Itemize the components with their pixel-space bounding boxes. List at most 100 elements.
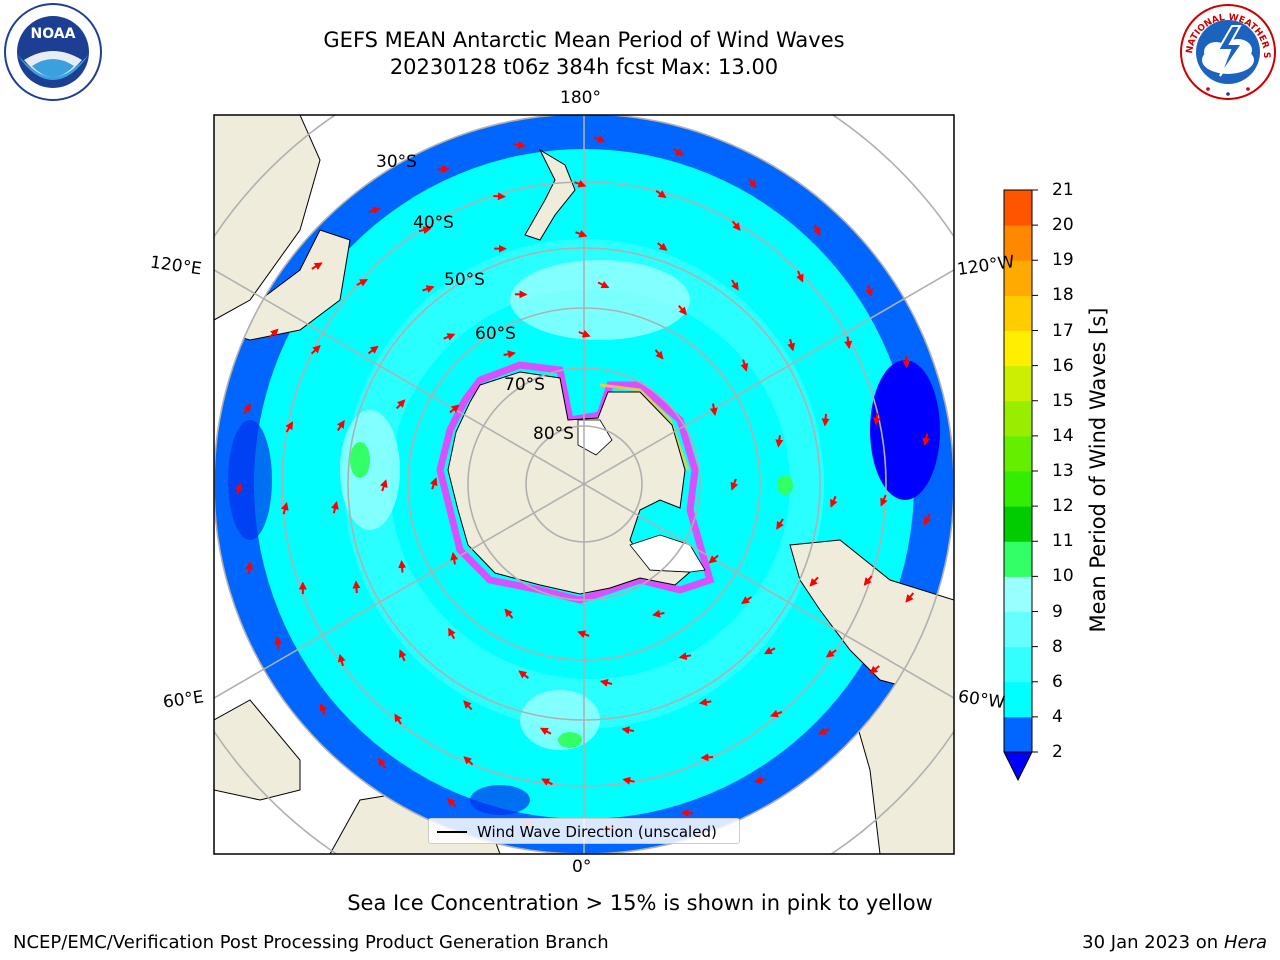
wind-wave-arrow <box>437 165 450 174</box>
wind-wave-arrow <box>678 652 692 661</box>
lat-label-50s: 50°S <box>444 270 485 290</box>
wind-wave-arrow <box>234 482 243 495</box>
wind-wave-arrow <box>310 344 321 355</box>
wind-wave-arrow <box>825 649 837 658</box>
wind-wave-arrow <box>493 192 506 201</box>
colorbar-tick-label: 2 <box>1052 742 1063 762</box>
legend-label: Wind Wave Direction (unscaled) <box>477 823 717 841</box>
wind-wave-arrow <box>731 279 739 291</box>
wind-wave-arrow <box>575 229 588 238</box>
colorbar-tick-label: 20 <box>1052 215 1074 236</box>
wind-wave-arrow <box>775 434 784 448</box>
wind-wave-arrow <box>708 554 719 564</box>
map-frame <box>213 114 955 855</box>
wind-wave-arrow <box>577 630 590 639</box>
wind-wave-arrow <box>280 502 289 515</box>
wind-wave-arrow <box>923 513 932 526</box>
figure-title-line-1: GEFS MEAN Antarctic Mean Period of Wind … <box>323 28 845 52</box>
wind-wave-arrow <box>574 179 587 188</box>
wind-wave-arrow <box>443 333 456 341</box>
footer-machine: Hera <box>1223 932 1267 953</box>
legend-line-swatch <box>437 831 467 833</box>
lat-label-70s: 70°S <box>504 375 545 395</box>
colorbar-segment <box>1004 471 1032 507</box>
colorbar-segment <box>1004 681 1032 718</box>
wind-wave-arrow <box>657 242 668 251</box>
wind-wave-arrow <box>578 329 591 338</box>
wind-wave-arrow <box>311 262 323 270</box>
wind-wave-arrow <box>268 328 279 339</box>
wind-wave-arrow <box>654 349 664 360</box>
wind-wave-arrow <box>503 350 516 359</box>
wind-wave-arrow <box>285 421 294 433</box>
wind-wave-arrow <box>395 399 406 410</box>
colorbar-tick-label: 10 <box>1052 566 1074 587</box>
colorbar-segment <box>1004 295 1032 331</box>
wind-wave-arrow <box>844 336 853 350</box>
wind-wave-arrow <box>336 419 345 432</box>
wind-wave-arrow <box>652 609 665 618</box>
wind-wave-arrow <box>680 809 694 818</box>
wind-wave-arrow <box>418 226 432 235</box>
wind-wave-arrow <box>593 135 606 143</box>
wind-wave-arrow <box>331 501 339 514</box>
wind-wave-arrow <box>821 413 830 427</box>
graticule <box>214 115 954 854</box>
wind-wave-arrow <box>367 345 379 355</box>
wind-wave-arrow <box>518 670 530 679</box>
wind-wave-arrow <box>796 270 804 283</box>
colorbar-tick-label: 8 <box>1052 636 1063 657</box>
colorbar-tick-label: 4 <box>1052 706 1063 727</box>
wind-wave-arrow <box>398 560 407 573</box>
wind-wave-arrow <box>621 726 635 735</box>
wind-wave-arrow <box>787 338 796 352</box>
noaa-logo-text: NOAA <box>31 26 76 42</box>
colorbar-tick-label: 19 <box>1052 250 1074 271</box>
colorbar-tick-label: 14 <box>1052 425 1074 446</box>
wind-wave-arrow <box>337 653 346 667</box>
colorbar-segment <box>1004 611 1032 648</box>
footer-date-text: 30 Jan 2023 on <box>1082 932 1224 953</box>
wind-wave-arrow <box>731 220 741 231</box>
wind-wave-arrow <box>622 776 635 785</box>
colorbar-tick-label: 18 <box>1052 285 1074 306</box>
map-legend: Wind Wave Direction (unscaled) <box>428 818 740 844</box>
wind-wave-arrow <box>869 665 880 674</box>
wind-wave-arrow <box>740 359 749 372</box>
wind-wave-arrows <box>234 135 932 833</box>
wind-wave-arrow <box>379 479 388 492</box>
wind-wave-arrow <box>245 561 254 575</box>
wind-wave-arrow <box>377 757 386 769</box>
wind-wave-arrow <box>769 709 783 718</box>
wind-wave-arrow <box>813 224 821 236</box>
wind-wave-arrow <box>700 753 714 762</box>
footer-date: 30 Jan 2023 on Hera <box>1082 932 1267 953</box>
wind-wave-arrow <box>541 778 553 786</box>
wind-wave-arrow <box>763 646 776 655</box>
colorbar-segment <box>1004 330 1032 367</box>
colorbar-tick-label: 9 <box>1052 601 1063 622</box>
wind-wave-arrow <box>753 776 767 785</box>
colorbar <box>1003 189 1038 782</box>
wind-wave-arrow <box>709 403 718 416</box>
colorbar-tick-label: 11 <box>1052 531 1074 552</box>
lat-label-30s: 30°S <box>376 152 417 172</box>
colorbar-tick-label: 13 <box>1052 461 1074 481</box>
colorbar-segment <box>1004 716 1032 753</box>
footer-credit: NCEP/EMC/Verification Post Processing Pr… <box>13 932 609 953</box>
wind-wave-arrow <box>463 756 474 766</box>
wind-wave-arrow <box>429 477 438 490</box>
wind-wave-arrow <box>449 404 460 414</box>
wind-wave-arrow <box>698 698 712 707</box>
colorbar-extend-min <box>1003 751 1033 782</box>
wind-wave-arrow <box>422 285 435 293</box>
colorbar-segment <box>1004 260 1032 296</box>
wind-wave-arrow <box>863 575 873 586</box>
colorbar-tick-label: 12 <box>1052 496 1074 517</box>
wind-wave-arrow <box>730 478 739 491</box>
wind-wave-arrow <box>673 148 684 157</box>
colorbar-segment <box>1004 365 1032 402</box>
colorbar-segment <box>1004 541 1032 577</box>
wind-wave-arrow <box>448 627 456 640</box>
